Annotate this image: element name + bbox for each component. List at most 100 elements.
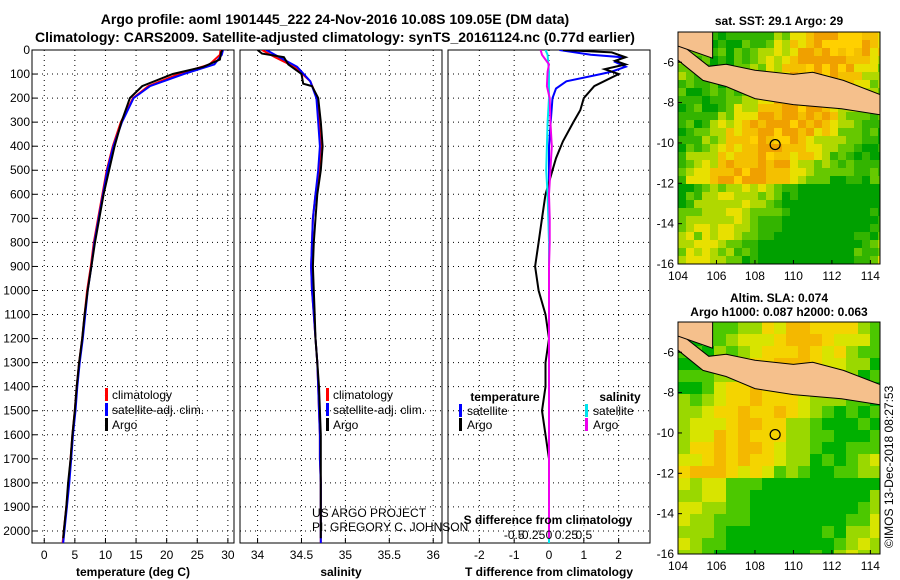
map-cell bbox=[758, 144, 766, 152]
map-cell bbox=[758, 48, 766, 56]
map-cell bbox=[790, 160, 798, 168]
map-cell bbox=[858, 418, 870, 430]
map-cell bbox=[678, 240, 686, 248]
map-cell bbox=[702, 538, 714, 550]
map-cell bbox=[738, 346, 750, 358]
map-cell bbox=[774, 502, 786, 514]
map-cell bbox=[726, 104, 734, 112]
map-cell bbox=[822, 538, 834, 550]
map-cell bbox=[838, 224, 846, 232]
map-cell bbox=[822, 322, 834, 334]
x-tick-label: 35.5 bbox=[378, 548, 402, 562]
map-cell bbox=[734, 120, 742, 128]
map-cell bbox=[718, 248, 726, 256]
map-cell bbox=[758, 184, 766, 192]
map-cell bbox=[806, 240, 814, 248]
map-cell bbox=[806, 160, 814, 168]
map-cell bbox=[834, 466, 846, 478]
map-cell bbox=[690, 430, 702, 442]
map-cell bbox=[814, 104, 822, 112]
map-cell bbox=[822, 216, 830, 224]
map-cell bbox=[774, 322, 786, 334]
map-cell bbox=[702, 168, 710, 176]
map-cell bbox=[774, 334, 786, 346]
y-tick-label: 1700 bbox=[3, 452, 30, 466]
map-cell bbox=[690, 442, 702, 454]
y-tick-label: 1500 bbox=[3, 404, 30, 418]
map-frame bbox=[677, 321, 881, 555]
map-cell bbox=[830, 200, 838, 208]
map-cell bbox=[702, 224, 710, 232]
legend-label: satellite bbox=[593, 404, 634, 418]
map-cell bbox=[714, 538, 726, 550]
map-cell bbox=[846, 128, 854, 136]
map-cell bbox=[710, 200, 718, 208]
legend-swatch bbox=[326, 418, 329, 431]
map-cell bbox=[822, 232, 830, 240]
map-cell bbox=[822, 120, 830, 128]
map-cell bbox=[718, 216, 726, 224]
map-cell bbox=[766, 216, 774, 224]
land-java bbox=[678, 41, 880, 116]
map-cell bbox=[806, 104, 814, 112]
y-tick-label: 900 bbox=[10, 259, 30, 273]
map-cell bbox=[798, 144, 806, 152]
map-cell bbox=[846, 136, 854, 144]
map-cell bbox=[750, 514, 762, 526]
map-cell bbox=[878, 136, 880, 144]
map-cell bbox=[726, 490, 738, 502]
map-cell bbox=[846, 502, 858, 514]
x-axis-label: salinity bbox=[320, 565, 362, 579]
figure-title-line1: Argo profile: aoml 1901445_222 24-Nov-20… bbox=[101, 11, 569, 27]
map-cell bbox=[734, 168, 742, 176]
map-cell bbox=[806, 40, 814, 48]
map-cell bbox=[678, 442, 690, 454]
map-cell bbox=[714, 430, 726, 442]
map-cell bbox=[726, 48, 734, 56]
map-cell bbox=[798, 176, 806, 184]
map-cell bbox=[790, 216, 798, 224]
map-cell bbox=[790, 152, 798, 160]
map-cell bbox=[738, 430, 750, 442]
map-cell bbox=[726, 224, 734, 232]
map-cell bbox=[702, 232, 710, 240]
map-cell bbox=[694, 128, 702, 136]
map-cell bbox=[786, 322, 798, 334]
map-cell bbox=[878, 224, 880, 232]
map-cell bbox=[846, 184, 854, 192]
map-cell bbox=[870, 112, 878, 120]
map-cell bbox=[710, 120, 718, 128]
map-cell bbox=[726, 232, 734, 240]
y-tick-label: 600 bbox=[10, 187, 30, 201]
map-cell bbox=[830, 224, 838, 232]
map-cell bbox=[762, 550, 774, 554]
map-cell bbox=[846, 144, 854, 152]
map-cell bbox=[742, 176, 750, 184]
map-cell bbox=[838, 112, 846, 120]
map-cell bbox=[878, 232, 880, 240]
map-cell bbox=[822, 200, 830, 208]
x-tick-label: 112 bbox=[822, 559, 841, 573]
map-cell bbox=[790, 136, 798, 144]
map-cell bbox=[838, 136, 846, 144]
map-cell bbox=[822, 168, 830, 176]
map-cell bbox=[726, 322, 738, 334]
map-cell bbox=[814, 216, 822, 224]
map-cell bbox=[782, 216, 790, 224]
map-cell bbox=[878, 72, 880, 80]
map-cell bbox=[678, 478, 690, 490]
map-cell bbox=[714, 382, 726, 394]
map-cell bbox=[750, 152, 758, 160]
map-cell bbox=[750, 526, 762, 538]
map-cell bbox=[798, 192, 806, 200]
map-cell bbox=[710, 112, 718, 120]
map-cell bbox=[854, 128, 862, 136]
map-cell bbox=[774, 216, 782, 224]
map-cell bbox=[806, 56, 814, 64]
map-cell bbox=[710, 48, 718, 56]
map-cell bbox=[878, 152, 880, 160]
map-cell bbox=[798, 48, 806, 56]
map-cell bbox=[822, 346, 834, 358]
y-tick-label: 300 bbox=[10, 115, 30, 129]
pi-credit: PI: GREGORY C. JOHNSON bbox=[312, 520, 468, 534]
